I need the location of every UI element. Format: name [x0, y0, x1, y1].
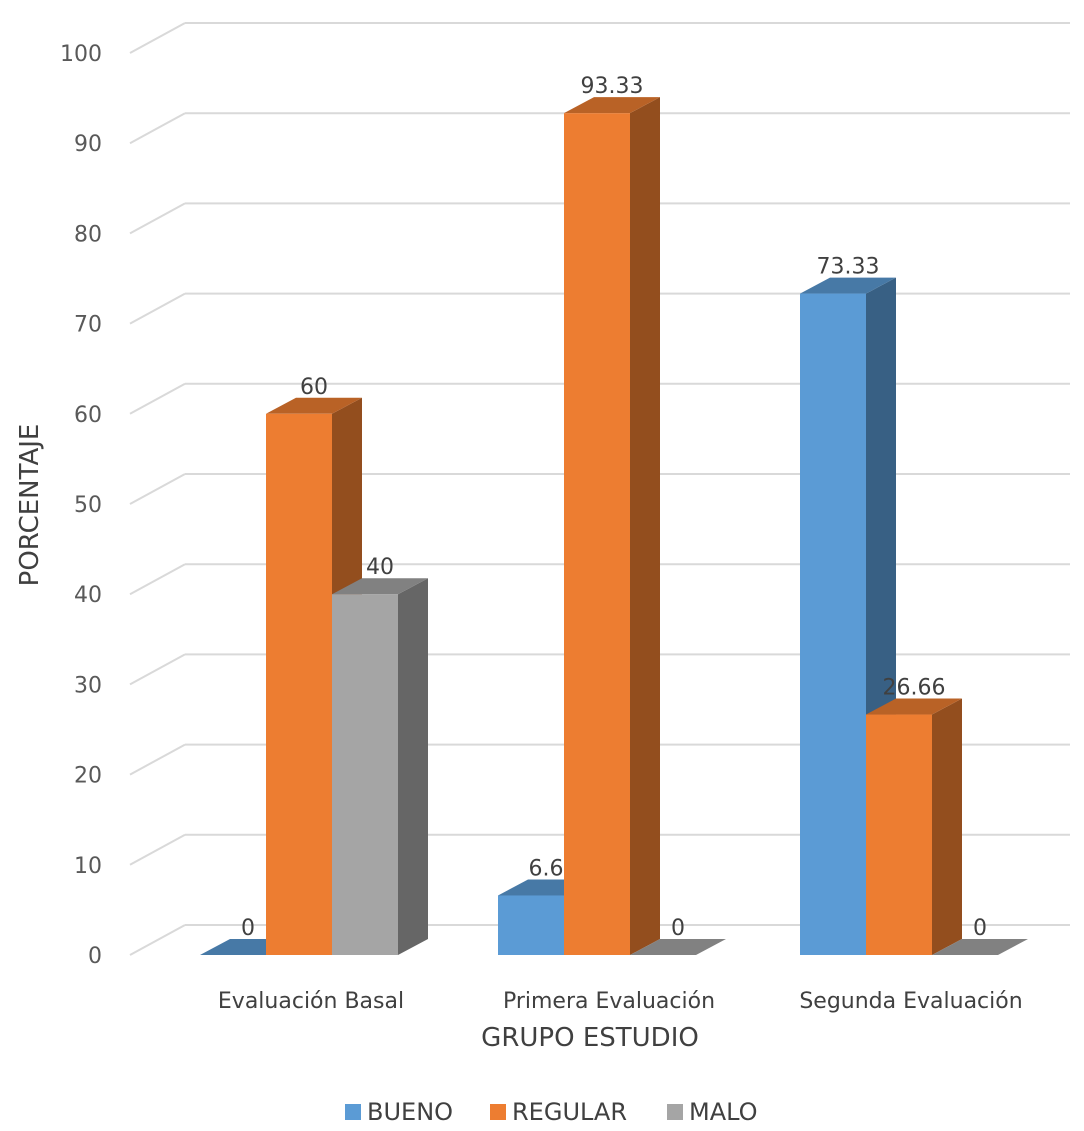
- gridline-depth: [129, 563, 186, 596]
- legend-swatch: [345, 1104, 361, 1120]
- bars: [200, 97, 1028, 956]
- data-label: 6.6: [529, 856, 564, 881]
- y-tick-label: 30: [74, 673, 102, 698]
- data-label: 0: [241, 916, 255, 941]
- legend-label: BUENO: [367, 1098, 453, 1126]
- category-label: Primera Evaluación: [503, 989, 715, 1014]
- legend-item-regular: REGULAR: [490, 1098, 627, 1126]
- data-labels: 0 60 40 6.6 93.33 0 73.33 26.66 0: [241, 74, 987, 941]
- y-tick-label: 70: [74, 313, 102, 338]
- data-label: 93.33: [581, 74, 644, 99]
- y-tick-label: 80: [74, 222, 102, 247]
- bar-malo-3: [932, 939, 1028, 955]
- data-label: 40: [366, 555, 394, 580]
- y-tick-label: 0: [88, 944, 102, 969]
- data-label: 73.33: [817, 255, 880, 280]
- gridline-depth: [129, 22, 186, 54]
- data-label: 0: [973, 916, 987, 941]
- legend-swatch: [667, 1104, 683, 1120]
- gridline-depth: [129, 202, 186, 235]
- legend-item-bueno: BUENO: [345, 1098, 453, 1126]
- legend-label: REGULAR: [512, 1098, 627, 1126]
- category-label: Segunda Evaluación: [799, 989, 1022, 1014]
- gridline-depth: [129, 112, 186, 145]
- gridline-depth: [129, 653, 186, 686]
- x-axis-categories: Evaluación Basal Primera Evaluación Segund…: [218, 989, 1023, 1014]
- gridline-depth: [129, 292, 186, 325]
- y-tick-label: 50: [74, 493, 102, 518]
- y-tick-label: 100: [60, 42, 102, 67]
- data-label: 26.66: [883, 676, 946, 701]
- y-axis-ticks: 0 10 20 30 40 50 60 70 80 90 100: [60, 42, 102, 969]
- y-tick-label: 60: [74, 403, 102, 428]
- data-label: 0: [671, 916, 685, 941]
- legend: BUENO REGULAR MALO: [345, 1098, 758, 1126]
- gridline-depth: [129, 743, 186, 776]
- y-axis-title: PORCENTAJE: [15, 424, 45, 587]
- data-label: 60: [300, 375, 328, 400]
- legend-label: MALO: [689, 1098, 758, 1126]
- legend-item-malo: MALO: [667, 1098, 758, 1126]
- legend-swatch: [490, 1104, 506, 1120]
- bar-malo-1: [332, 578, 428, 955]
- gridline-depth: [129, 833, 186, 866]
- y-tick-label: 20: [74, 764, 102, 789]
- x-axis-title: GRUPO ESTUDIO: [481, 1023, 699, 1053]
- category-label: Evaluación Basal: [218, 989, 404, 1014]
- gridline-depth: [129, 382, 186, 415]
- y-tick-label: 90: [74, 132, 102, 157]
- bar-malo-2: [630, 939, 726, 955]
- bar-regular-2: [564, 97, 660, 956]
- gridline-depth: [129, 473, 186, 505]
- gridline-depth: [129, 924, 186, 956]
- y-tick-label: 40: [74, 583, 102, 608]
- bar-regular-3: [866, 698, 962, 955]
- y-tick-label: 10: [74, 854, 102, 879]
